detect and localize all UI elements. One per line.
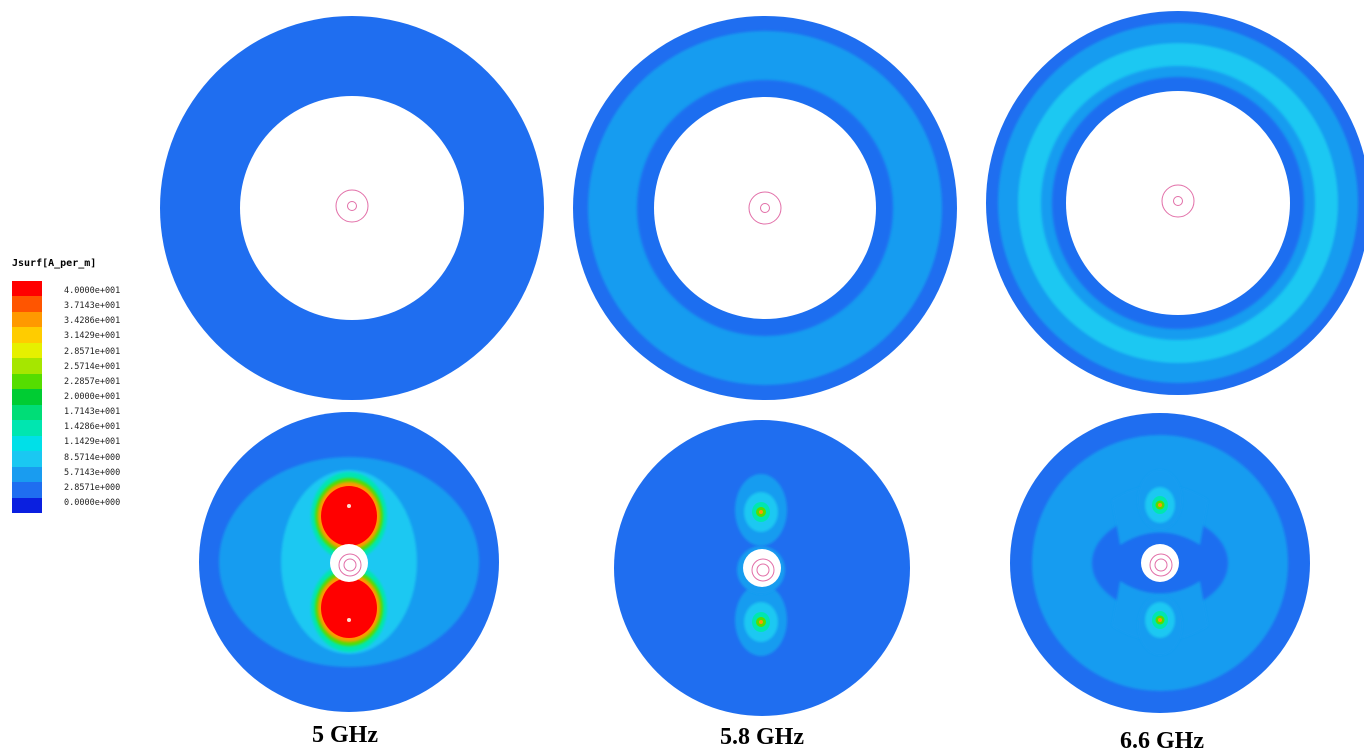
legend-color-swatch: [12, 281, 42, 297]
disc-plot-5ghz: [199, 412, 499, 712]
legend-tick-label: 2.2857e+001: [64, 376, 121, 387]
legend-tick-label: 0.0000e+000: [64, 498, 121, 508]
ring-plot-5ghz: [160, 16, 544, 400]
legend-tick-label: 1.7143e+001: [64, 407, 121, 418]
legend-color-swatch: [12, 435, 42, 452]
feed-marker-inner: [343, 558, 357, 572]
legend-color-swatch: [12, 389, 42, 406]
legend-color-swatch: [12, 420, 42, 437]
legend-tick-label: 1.1429e+001: [64, 437, 121, 448]
frequency-label-6-6ghz: 6.6 GHz: [1120, 728, 1204, 754]
legend-tick-label: 2.5714e+001: [64, 361, 121, 372]
legend-color-swatch: [12, 311, 42, 328]
disc-plot-5-8ghz: [614, 420, 910, 716]
legend-color-swatch: [12, 497, 42, 514]
frequency-label-5-8ghz: 5.8 GHz: [720, 724, 804, 750]
legend-color-swatch: [12, 451, 42, 468]
feed-marker-outer: [338, 553, 362, 577]
legend-tick-label: 5.7143e+000: [64, 467, 121, 478]
feed-marker-inner: [760, 203, 770, 213]
legend-color-swatch: [12, 342, 42, 359]
disc-plot-6-6ghz: [1010, 413, 1310, 713]
frequency-label-5ghz: 5 GHz: [312, 722, 378, 748]
legend-tick-label: 3.1429e+001: [64, 331, 121, 342]
feed-marker-outer: [748, 191, 782, 225]
legend-tick-label: 3.4286e+001: [64, 316, 121, 327]
feed-marker-outer: [1149, 553, 1173, 577]
legend-tick-label: 2.8571e+001: [64, 346, 121, 357]
ring-plot-6-6ghz: [986, 11, 1364, 395]
legend-color-bar: [12, 281, 42, 514]
feed-marker-inner: [1173, 196, 1183, 206]
legend-color-swatch: [12, 358, 42, 375]
feed-marker-outer: [335, 189, 369, 223]
feed-marker-outer: [751, 558, 775, 582]
legend-tick-label: 2.0000e+001: [64, 392, 121, 402]
legend-tick-label: 8.5714e+000: [64, 452, 121, 463]
legend-tick-label: 4.0000e+001: [64, 286, 121, 296]
legend-color-swatch: [12, 327, 42, 344]
legend-tick-label: 1.4286e+001: [64, 422, 121, 433]
legend-color-swatch: [12, 373, 42, 390]
feed-marker-inner: [756, 563, 770, 577]
legend-tick-label: 2.8571e+000: [64, 482, 121, 493]
ring-plot-5-8ghz: [573, 16, 957, 400]
legend-color-swatch: [12, 404, 42, 421]
legend-color-swatch: [12, 466, 42, 483]
feed-marker-inner: [347, 201, 357, 211]
feed-marker-outer: [1161, 184, 1195, 218]
legend-title: Jsurf[A_per_m]: [12, 258, 97, 269]
legend-tick-label: 3.7143e+001: [64, 301, 121, 312]
feed-marker-inner: [1154, 558, 1168, 572]
legend-color-swatch: [12, 482, 42, 499]
legend-color-swatch: [12, 296, 42, 313]
